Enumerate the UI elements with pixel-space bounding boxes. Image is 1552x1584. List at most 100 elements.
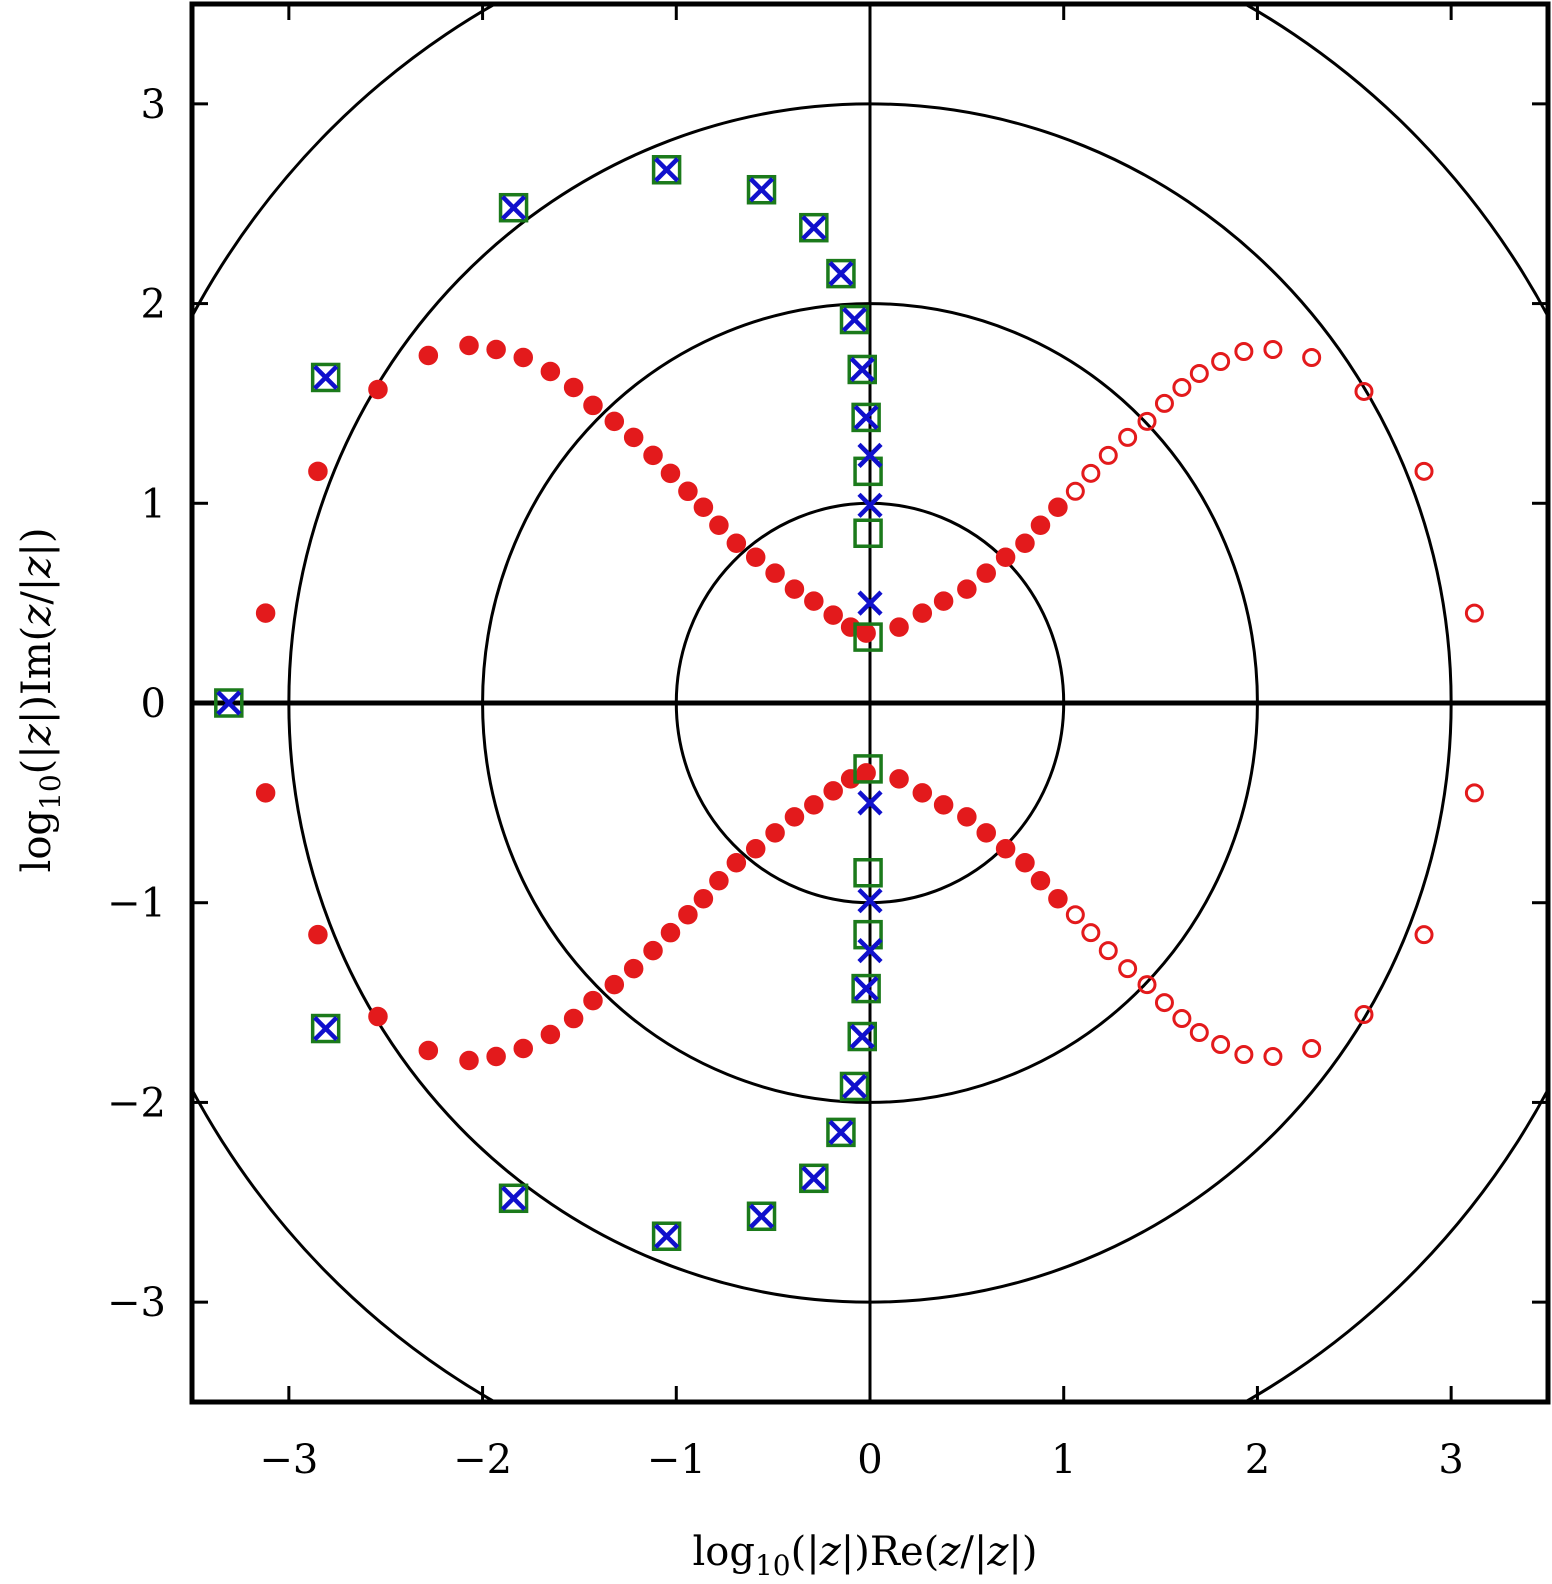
cross-stroke — [654, 1223, 680, 1249]
cross-stroke — [801, 1165, 827, 1191]
cross-point — [313, 1015, 339, 1042]
filled-circle-point — [643, 445, 663, 466]
filled-circle-point — [643, 940, 663, 961]
square-point — [826, 258, 856, 289]
cross-point — [849, 356, 875, 383]
cross-stroke — [853, 976, 879, 1002]
filled-circle-point — [709, 870, 729, 891]
x-tick-label: 3 — [1438, 1437, 1463, 1483]
cross-point — [857, 590, 883, 616]
x-axis-title: log10(|z|)Re(z/|z|) — [693, 1529, 1038, 1582]
filled-circle-point — [889, 617, 909, 637]
filled-circle-point — [784, 807, 805, 827]
filled-circle-point — [976, 563, 996, 583]
cross-point — [801, 1165, 827, 1191]
cross-stroke — [853, 404, 879, 430]
filled-circle-point — [583, 990, 603, 1011]
open-circle-point — [1137, 975, 1157, 995]
cross-point — [857, 790, 883, 816]
cross-stroke — [313, 364, 339, 391]
series-layer — [214, 155, 1484, 1251]
cross-stroke — [216, 690, 242, 716]
filled-circle-point — [912, 603, 933, 623]
filled-circle-point — [1015, 533, 1035, 553]
filled-circle-point — [1048, 497, 1068, 518]
filled-circle-point — [856, 623, 876, 643]
filled-circle-point — [255, 783, 276, 803]
open-circle-point — [1081, 463, 1101, 483]
x-tick-label: −2 — [453, 1437, 512, 1483]
open-circle-point — [1414, 925, 1434, 945]
filled-circle-point — [308, 461, 328, 482]
cross-point — [500, 195, 527, 221]
filled-circle-point — [678, 904, 698, 925]
filled-circle-point — [995, 547, 1016, 567]
filled-circle-point — [583, 395, 603, 416]
open-circle-point — [1118, 959, 1138, 979]
cross-point — [313, 364, 339, 391]
filled-circle-point — [513, 347, 534, 368]
cross-point — [849, 1023, 875, 1050]
cross-stroke — [857, 590, 883, 616]
square-point — [310, 1013, 341, 1044]
open-circle-point — [1189, 363, 1209, 383]
cross-point — [828, 261, 854, 287]
filled-circle-point — [709, 515, 729, 536]
cross-stroke — [849, 1023, 875, 1050]
x-tick-label: 2 — [1245, 1437, 1270, 1483]
filled-circle-point — [765, 823, 785, 843]
open-circle-point — [1137, 411, 1157, 431]
square-point — [853, 754, 883, 784]
open-circle-point — [1414, 461, 1434, 481]
square-point — [651, 1221, 682, 1251]
open-circle-point — [1172, 1009, 1192, 1029]
cross-point — [654, 157, 680, 183]
filled-circle-point — [693, 497, 714, 518]
open-circle-point — [1234, 1044, 1254, 1064]
x-tick-label: −3 — [259, 1437, 318, 1483]
cross-point — [748, 1203, 775, 1229]
square-point — [746, 1201, 777, 1232]
y-tick-label: 2 — [141, 282, 166, 328]
square-point — [851, 973, 881, 1004]
x-tick-label: 1 — [1051, 1437, 1076, 1483]
square-point — [310, 362, 341, 393]
square-point — [826, 1117, 856, 1148]
x-tick-label: −1 — [647, 1437, 706, 1483]
filled-circle-point — [784, 579, 805, 599]
square-point — [839, 1071, 870, 1102]
cross-point — [853, 404, 879, 430]
filled-circle-point — [823, 781, 843, 801]
filled-circle-point — [912, 783, 933, 803]
filled-circle-point — [623, 958, 644, 979]
filled-circle-point — [856, 763, 876, 783]
open-circle-point — [1211, 1035, 1231, 1055]
filled-circle-point — [726, 533, 747, 553]
cross-point — [216, 690, 242, 716]
filled-circle-point — [255, 603, 276, 623]
cross-stroke — [857, 888, 883, 914]
filled-circle-point — [1030, 515, 1051, 536]
filled-circle-point — [368, 1006, 388, 1027]
filled-circle-point — [604, 411, 625, 432]
cross-point — [857, 938, 883, 964]
filled-circle-point — [418, 345, 439, 366]
cross-point — [857, 492, 883, 518]
filled-circle-point — [540, 361, 561, 382]
square-point — [799, 1163, 829, 1194]
filled-circle-point — [623, 427, 644, 448]
cross-stroke — [748, 177, 775, 203]
cross-stroke — [828, 1119, 854, 1145]
cross-stroke — [313, 1015, 339, 1042]
filled-circle-point — [745, 839, 766, 859]
open-circle-point — [1065, 905, 1085, 925]
filled-circle-point — [660, 463, 681, 484]
cross-stroke — [828, 261, 854, 287]
filled-circle-point — [957, 579, 977, 599]
filled-circle-point — [1015, 853, 1035, 873]
square-point — [651, 155, 682, 185]
y-tick-label: 1 — [141, 481, 166, 527]
x-axis-ticks: −3 −2 −1 0 1 2 3 — [259, 4, 1464, 1483]
axis-lines — [192, 4, 1548, 1402]
